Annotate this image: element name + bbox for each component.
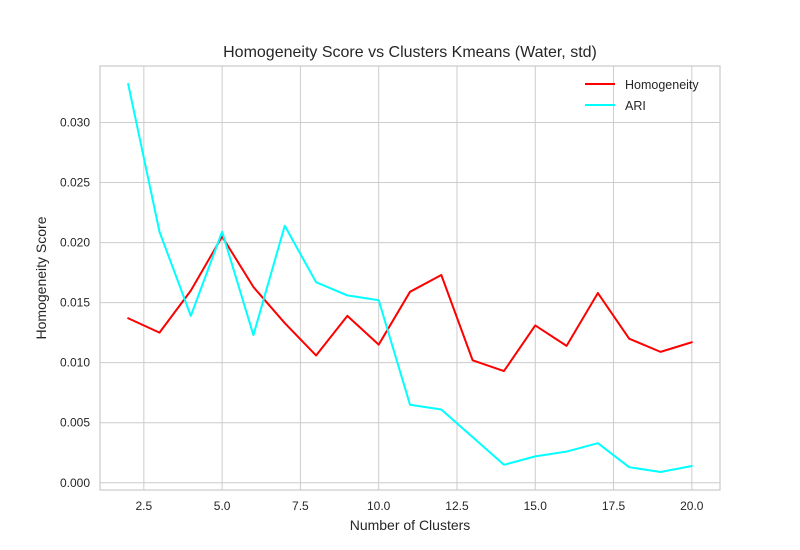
plot-frame — [99, 65, 721, 491]
y-tick-label: 0.025 — [60, 176, 90, 190]
x-tick-label: 2.5 — [135, 499, 152, 513]
x-tick-label: 10.0 — [367, 499, 391, 513]
legend: Homogeneity ARI — [585, 78, 699, 113]
x-tick-label: 17.5 — [602, 499, 626, 513]
y-axis-label: Homogeneity Score — [33, 216, 49, 339]
plot-area — [99, 65, 721, 491]
x-tick-label: 15.0 — [524, 499, 548, 513]
y-tick-label: 0.005 — [60, 416, 90, 430]
x-tick-label: 12.5 — [445, 499, 469, 513]
gridlines — [100, 66, 720, 490]
x-axis-ticks: 2.5 5.0 7.5 10.0 12.5 15.0 17.5 20.0 — [135, 499, 703, 513]
y-tick-label: 0.010 — [60, 356, 90, 370]
x-tick-label: 5.0 — [214, 499, 231, 513]
series-layer — [127, 83, 693, 473]
y-tick-label: 0.020 — [60, 236, 90, 250]
legend-label-homogeneity: Homogeneity — [625, 78, 699, 92]
chart-title: Homogeneity Score vs Clusters Kmeans (Wa… — [223, 44, 597, 61]
x-tick-label: 20.0 — [680, 499, 704, 513]
series-line-homogeneity — [127, 235, 693, 373]
y-axis-ticks: 0.000 0.005 0.010 0.015 0.020 0.025 0.030 — [60, 115, 90, 489]
legend-label-ari: ARI — [625, 99, 646, 113]
y-tick-label: 0.030 — [60, 115, 90, 129]
series-line-ari — [127, 83, 693, 473]
plot-background — [100, 66, 720, 490]
x-tick-label: 7.5 — [292, 499, 309, 513]
y-tick-label: 0.000 — [60, 476, 90, 490]
x-axis-label: Number of Clusters — [350, 517, 471, 533]
y-tick-label: 0.015 — [60, 296, 90, 310]
